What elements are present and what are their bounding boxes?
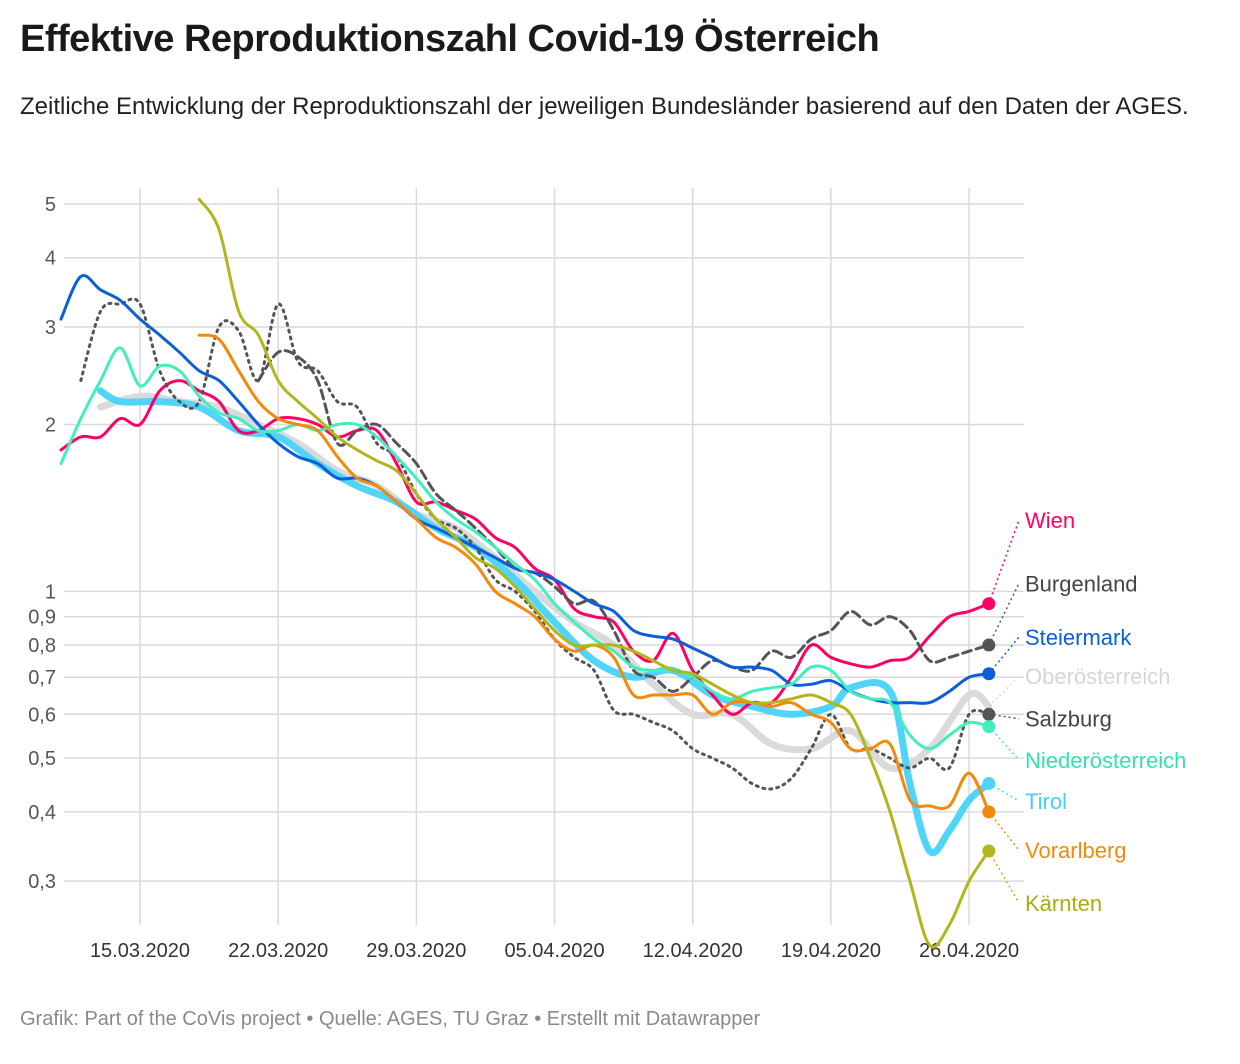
series-lines <box>59 197 993 949</box>
y-tick-label: 0,9 <box>28 607 56 629</box>
series-line-vorarlberg <box>197 333 991 814</box>
label-connector <box>988 713 1020 720</box>
y-tick-label: 0,8 <box>28 635 56 657</box>
label-connector <box>988 782 1020 802</box>
series-line-burgenland <box>256 349 991 693</box>
x-tick-label: 26.04.2020 <box>919 940 1019 962</box>
series-label-vorarlberg: Vorarlberg <box>1025 838 1127 863</box>
y-tick-label: 2 <box>45 415 56 437</box>
y-tick-label: 1 <box>45 581 56 603</box>
y-tick-label: 0,6 <box>28 704 56 726</box>
grid: 5 4 3 2 1 0,9 0,8 0,7 0,6 0,5 0,4 0,3 15.03.2020 22.0… <box>28 188 1024 962</box>
x-tick-label: 05.04.2020 <box>504 940 604 962</box>
series-labels: Wien Burgenland Steiermark Oberösterreich Sa… <box>988 508 1186 916</box>
series-line-salzburg <box>79 297 991 791</box>
series-line-steiermark <box>59 274 991 705</box>
series-line-obersterreich <box>97 392 993 773</box>
line-chart: 5 4 3 2 1 0,9 0,8 0,7 0,6 0,5 0,4 0,3 15.03.2020 22.0… <box>28 188 1186 962</box>
label-connector <box>988 811 1020 851</box>
chart-subtitle: Zeitliche Entwicklung der Reproduktionsz… <box>20 93 1189 120</box>
y-tick-label: 0,5 <box>28 748 56 770</box>
series-line-wien <box>59 379 991 716</box>
series-label-steiermark: Steiermark <box>1025 625 1132 650</box>
y-tick-label: 0,3 <box>28 871 56 893</box>
series-label-niedersterreich: Niederösterreich <box>1025 748 1186 773</box>
x-tick-label: 12.04.2020 <box>643 940 743 962</box>
y-tick-label: 0,7 <box>28 667 56 689</box>
x-tick-label: 19.04.2020 <box>781 940 881 962</box>
chart-title: Effektive Reproduktionszahl Covid-19 Öst… <box>20 18 880 60</box>
x-tick-label: 29.03.2020 <box>366 940 466 962</box>
y-tick-label: 3 <box>45 317 56 339</box>
x-tick-label: 15.03.2020 <box>90 940 190 962</box>
series-line-niedersterreich <box>59 346 991 751</box>
label-connector <box>988 583 1020 646</box>
label-connector <box>988 726 1020 761</box>
y-tick-label: 4 <box>45 248 56 270</box>
series-label-burgenland: Burgenland <box>1025 571 1138 596</box>
label-connector <box>988 675 1020 707</box>
chart-footer: Grafik: Part of the CoVis project • Quel… <box>20 1008 761 1030</box>
series-label-obersterreich: Oberösterreich <box>1025 664 1171 689</box>
series-label-krnten: Kärnten <box>1025 891 1102 916</box>
label-connector <box>988 850 1020 904</box>
series-line-krnten <box>197 197 991 949</box>
series-label-salzburg: Salzburg <box>1025 707 1112 732</box>
y-tick-label: 0,4 <box>28 802 56 824</box>
x-tick-label: 22.03.2020 <box>228 940 328 962</box>
series-label-wien: Wien <box>1025 508 1075 533</box>
series-label-tirol: Tirol <box>1025 789 1067 814</box>
y-tick-label: 5 <box>45 194 56 216</box>
